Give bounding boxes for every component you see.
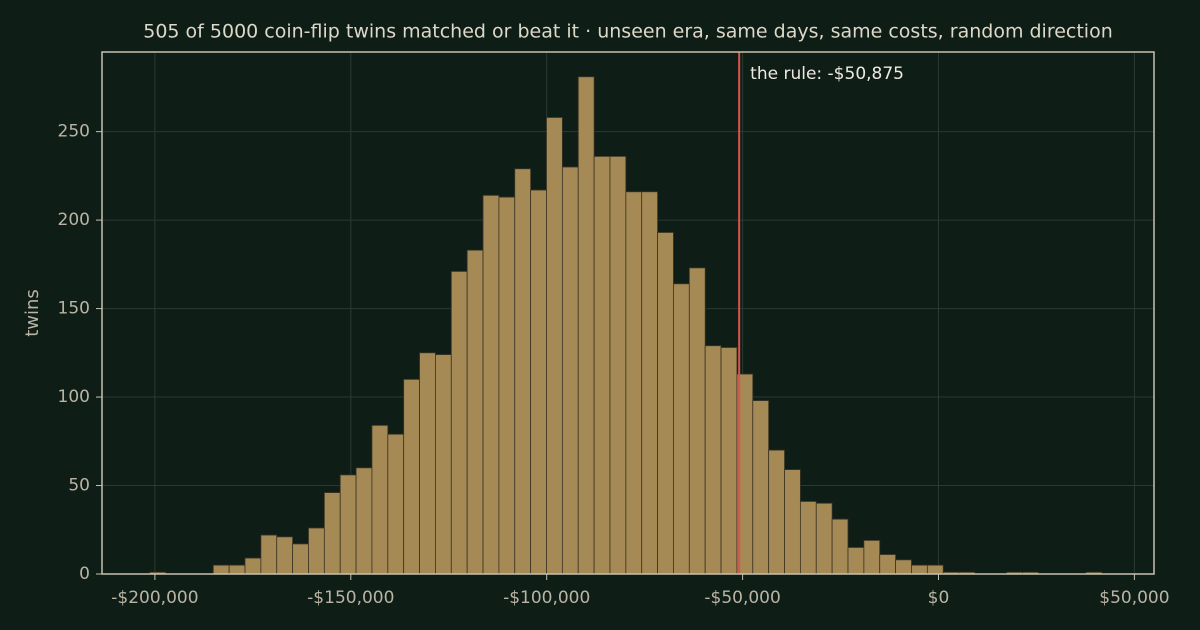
bar (308, 527, 325, 575)
bar (926, 564, 944, 575)
y-tick-label: 100 (58, 387, 90, 407)
bar (815, 502, 833, 575)
x-tick-label: -$50,000 (704, 588, 780, 608)
bar (482, 194, 500, 575)
marker-label: the rule: -$50,875 (750, 64, 904, 84)
bar (625, 191, 643, 575)
x-tick-label: $50,000 (1099, 588, 1169, 608)
bar (704, 345, 722, 575)
bar (831, 518, 849, 575)
x-tick-label: -$100,000 (503, 588, 590, 608)
y-tick-label: 50 (68, 476, 90, 496)
x-tick-label: -$150,000 (307, 588, 394, 608)
bar (435, 354, 452, 575)
bar (593, 155, 611, 575)
y-tick-label: 200 (58, 210, 90, 230)
bar (863, 539, 881, 575)
bar (911, 564, 928, 575)
chart-title: 505 of 5000 coin-flip twins matched or b… (143, 21, 1113, 43)
y-axis-label: twins (22, 289, 43, 337)
bar (847, 547, 865, 575)
bar (339, 474, 357, 575)
bar (688, 267, 706, 575)
plot-frame (101, 51, 1155, 575)
x-tick-label: $0 (928, 588, 950, 608)
bar (260, 534, 278, 575)
bar (403, 378, 420, 575)
y-tick-label: 150 (58, 299, 90, 319)
bar (450, 271, 468, 575)
bar (276, 536, 294, 575)
bar (355, 467, 373, 575)
bar (799, 501, 817, 575)
bar (641, 191, 658, 575)
bar (498, 196, 516, 575)
bar (895, 559, 912, 575)
bar (768, 449, 785, 575)
bar (577, 76, 595, 575)
bar (673, 283, 690, 575)
x-tick-label: -$200,000 (111, 588, 198, 608)
bar (466, 249, 484, 575)
bar (228, 564, 246, 575)
bar (657, 232, 674, 575)
bar (212, 564, 230, 575)
bar (387, 433, 405, 575)
y-tick-label: 0 (79, 564, 90, 584)
bar (419, 352, 436, 575)
bar (371, 424, 389, 575)
bar (720, 347, 738, 575)
bar (323, 492, 341, 575)
bar (561, 166, 579, 575)
bar (546, 117, 563, 575)
bar (609, 155, 627, 575)
y-tick-label: 250 (58, 122, 90, 142)
bar (530, 189, 547, 575)
bar (879, 554, 897, 575)
bar (784, 469, 801, 575)
bar (292, 543, 309, 575)
bar (514, 168, 532, 575)
bar (752, 400, 770, 575)
bar (244, 557, 262, 575)
